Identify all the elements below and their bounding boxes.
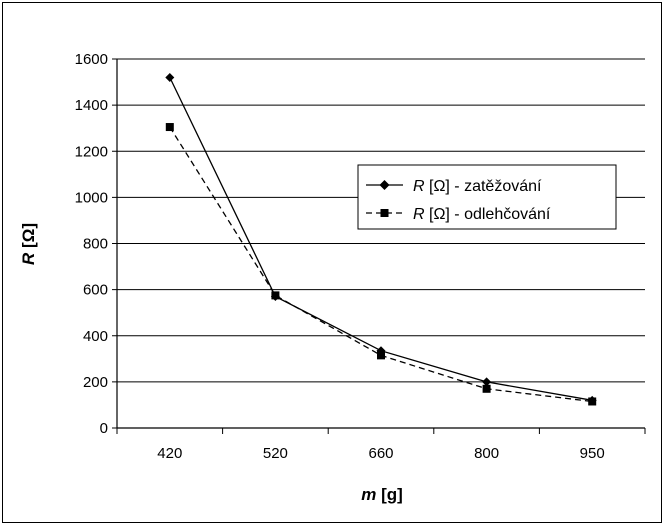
legend-marker-diamond-icon (379, 180, 390, 190)
data-point-diamond (165, 72, 175, 82)
data-point-diamond (482, 377, 492, 387)
x-tick-label: 520 (263, 445, 288, 462)
y-tick-label: 800 (83, 236, 108, 253)
y-tick-label: 400 (83, 328, 108, 345)
legend-label-1: R [Ω] - zatěžování (413, 178, 542, 195)
y-tick-label: 1200 (75, 143, 108, 160)
legend-entry-1: R [Ω] - zatěžování (366, 178, 542, 195)
y-axis-unit: [Ω] (19, 223, 38, 248)
x-axis-unit: [g] (381, 485, 403, 504)
y-tick-label: 1000 (75, 189, 108, 206)
series-group (165, 72, 597, 406)
y-axis-title: R [Ω] (19, 223, 38, 265)
data-point-square (588, 397, 597, 406)
x-tick-labels: 420 520 660 800 950 (116, 428, 646, 462)
gridlines (117, 58, 645, 429)
x-tick-label: 660 (368, 445, 393, 462)
y-tick-label: 600 (83, 282, 108, 299)
legend-box (357, 164, 617, 230)
data-point-square (377, 351, 385, 360)
legend-marker-square-icon (380, 209, 389, 217)
y-tick-label: 1600 (75, 51, 108, 68)
x-axis-var: m (361, 485, 376, 504)
chart-frame (2, 2, 662, 523)
data-point-square (165, 123, 174, 132)
y-tick-labels: 0 200 400 600 800 1000 1200 1400 1600 (75, 51, 117, 437)
y-tick-label: 0 (100, 420, 108, 437)
series-2 (165, 123, 597, 406)
legend-rest-2: [Ω] - odlehčování (425, 206, 551, 223)
x-tick-label: 800 (474, 445, 499, 462)
legend-label-2: R [Ω] - odlehčování (413, 206, 551, 223)
data-point-square (482, 384, 491, 393)
x-axis-title: m [g] (361, 485, 403, 504)
legend-var-1: R (413, 178, 425, 195)
data-point-square (271, 291, 280, 300)
legend: R [Ω] - zatěžování R [Ω] - odlehčování (357, 164, 617, 230)
x-tick-label: 950 (580, 445, 605, 462)
legend-rest-1: [Ω] - zatěžování (425, 178, 542, 195)
legend-var-2: R (413, 206, 425, 223)
x-tick-label: 420 (157, 445, 182, 462)
legend-entry-2: R [Ω] - odlehčování (366, 206, 551, 223)
y-tick-label: 200 (83, 374, 108, 391)
y-axis-var: R (19, 252, 38, 265)
y-tick-label: 1400 (75, 97, 108, 114)
